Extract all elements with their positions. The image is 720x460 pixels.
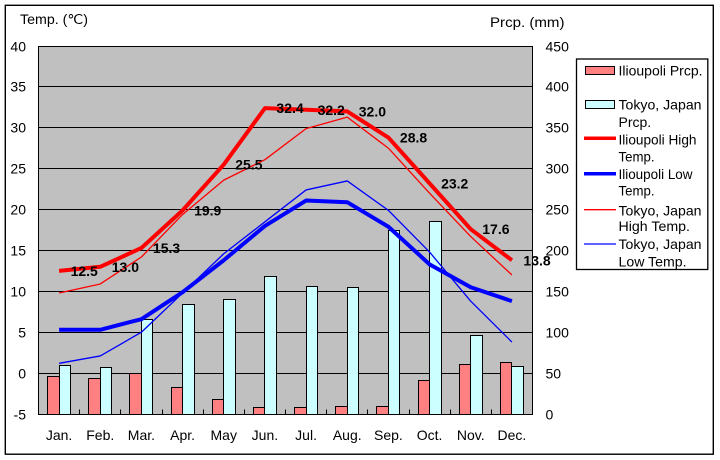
- svg-text:Temp. (℃): Temp. (℃): [20, 11, 88, 27]
- svg-text:32.0: 32.0: [359, 103, 386, 119]
- svg-text:19.9: 19.9: [194, 202, 221, 218]
- svg-text:Ilioupoli High: Ilioupoli High: [619, 132, 697, 148]
- svg-text:Jun.: Jun.: [252, 427, 278, 443]
- svg-text:32.4: 32.4: [276, 100, 303, 116]
- svg-text:350: 350: [546, 119, 570, 135]
- svg-text:300: 300: [546, 160, 570, 176]
- svg-text:35: 35: [10, 78, 26, 94]
- svg-text:Aug.: Aug.: [333, 427, 362, 443]
- svg-text:50: 50: [546, 365, 562, 381]
- svg-text:Temp.: Temp.: [619, 149, 655, 165]
- svg-text:25.5: 25.5: [235, 157, 262, 173]
- svg-text:13.0: 13.0: [112, 259, 139, 275]
- svg-text:Oct.: Oct.: [417, 427, 443, 443]
- svg-text:25: 25: [10, 160, 26, 176]
- svg-text:100: 100: [546, 324, 570, 340]
- svg-text:17.6: 17.6: [482, 221, 509, 237]
- svg-text:Mar.: Mar.: [128, 427, 155, 443]
- svg-text:40: 40: [10, 38, 26, 54]
- svg-text:Jan.: Jan.: [46, 427, 72, 443]
- svg-text:150: 150: [546, 283, 570, 299]
- svg-text:Dec.: Dec.: [498, 427, 527, 443]
- svg-text:5: 5: [18, 324, 26, 340]
- svg-text:450: 450: [546, 38, 570, 54]
- svg-text:Ilioupoli Prcp.: Ilioupoli Prcp.: [619, 63, 703, 79]
- svg-text:32.2: 32.2: [318, 102, 345, 118]
- svg-text:Nov.: Nov.: [457, 427, 485, 443]
- svg-text:30: 30: [10, 119, 26, 135]
- svg-text:400: 400: [546, 78, 570, 94]
- svg-text:Ilioupoli Low: Ilioupoli Low: [619, 166, 694, 182]
- svg-text:High Temp.: High Temp.: [619, 218, 691, 234]
- svg-text:Tokyo, Japan: Tokyo, Japan: [619, 97, 702, 113]
- svg-text:Apr.: Apr.: [170, 427, 195, 443]
- svg-text:0: 0: [18, 365, 26, 381]
- svg-text:250: 250: [546, 201, 570, 217]
- svg-text:20: 20: [10, 201, 26, 217]
- svg-text:15: 15: [10, 242, 26, 258]
- svg-text:Tokyo, Japan: Tokyo, Japan: [619, 203, 702, 219]
- svg-text:200: 200: [546, 242, 570, 258]
- svg-text:Temp.: Temp.: [619, 182, 655, 198]
- svg-text:23.2: 23.2: [441, 175, 468, 191]
- svg-text:Tokyo, Japan: Tokyo, Japan: [619, 236, 702, 252]
- svg-text:May: May: [211, 427, 237, 443]
- svg-text:Sep.: Sep.: [374, 427, 403, 443]
- svg-text:15.3: 15.3: [153, 240, 180, 256]
- svg-text:Feb.: Feb.: [86, 427, 114, 443]
- svg-text:Prcp. (mm): Prcp. (mm): [490, 14, 565, 30]
- svg-text:10: 10: [10, 283, 26, 299]
- svg-text:-5: -5: [14, 406, 27, 422]
- svg-text:Prcp.: Prcp.: [619, 114, 652, 130]
- svg-text:Low Temp.: Low Temp.: [619, 254, 687, 270]
- svg-text:13.8: 13.8: [523, 252, 550, 268]
- svg-text:12.5: 12.5: [71, 263, 98, 279]
- svg-text:Jul.: Jul.: [295, 427, 317, 443]
- svg-text:28.8: 28.8: [400, 130, 427, 146]
- svg-text:0: 0: [546, 406, 554, 422]
